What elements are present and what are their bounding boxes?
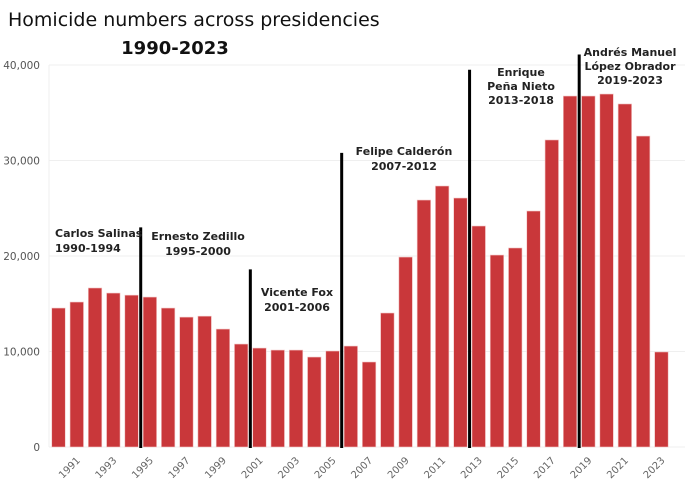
bar-1999 — [215, 328, 230, 448]
bar-2014 — [489, 254, 505, 448]
bar-2005 — [325, 350, 340, 448]
bar-2018 — [563, 95, 578, 448]
bar-1992 — [87, 287, 103, 448]
bar-2000 — [234, 343, 249, 448]
x-tick-label: 1995 — [130, 455, 156, 481]
bar-2020 — [599, 93, 614, 448]
bar-1991 — [69, 301, 84, 448]
bar-2021 — [617, 103, 632, 448]
annotation-text: Andrés Manuel — [584, 46, 677, 59]
annotation-text: Enrique — [497, 66, 545, 79]
chart-subtitle: 1990-2023 — [121, 38, 229, 59]
bar-1997 — [179, 316, 194, 448]
bar-2001 — [252, 347, 267, 448]
bar-2009 — [398, 256, 413, 448]
x-tick-label: 2021 — [605, 455, 631, 481]
x-tick-label: 1999 — [203, 455, 229, 481]
annotation-text: Peña Nieto — [487, 80, 555, 93]
annotation-text: López Obrador — [584, 60, 676, 73]
y-tick-label: 40,000 — [3, 60, 40, 72]
y-tick-label: 30,000 — [3, 156, 40, 168]
bar-2004 — [307, 356, 322, 448]
annotation-text: Felipe Calderón — [356, 145, 453, 158]
bar-2015 — [508, 247, 523, 448]
x-tick-label: 2019 — [569, 455, 595, 481]
x-tick-label: 2011 — [423, 455, 449, 481]
x-tick-label: 2005 — [313, 455, 339, 481]
y-tick-label: 10,000 — [3, 347, 40, 359]
x-axis: 1991 1993 1995 1997 1999 2001 2003 2005 2007 2009… — [57, 455, 667, 481]
y-axis: 0 10,000 20,000 30,000 40,000 — [3, 60, 40, 454]
bars — [51, 93, 669, 448]
y-tick-label: 20,000 — [3, 251, 40, 263]
annotation-text: Carlos Salinas — [55, 227, 143, 240]
presidency-annotations: Carlos Salinas 1990-1994 Ernesto Zedillo 19… — [55, 46, 676, 314]
annotation-text: 2019-2023 — [597, 74, 663, 87]
presidency-dividers — [139, 54, 581, 448]
x-tick-label: 2003 — [276, 455, 302, 481]
x-tick-label: 1997 — [167, 455, 193, 481]
bar-2023 — [654, 351, 669, 448]
bar-2013 — [471, 225, 486, 448]
bar-2012 — [453, 197, 468, 448]
bar-2002 — [270, 349, 285, 448]
bar-2011 — [435, 185, 450, 448]
annotation-text: 1990-1994 — [55, 242, 121, 255]
annotation-text: 2013-2018 — [488, 94, 554, 107]
bar-2003 — [288, 349, 304, 448]
annotation-text: 2001-2006 — [264, 301, 330, 314]
x-tick-label: 2017 — [532, 455, 558, 481]
x-tick-label: 2009 — [386, 455, 412, 481]
bar-1998 — [197, 315, 212, 448]
bar-2006 — [343, 345, 358, 448]
bar-2022 — [636, 135, 651, 448]
annotation-text: 1995-2000 — [165, 245, 231, 258]
y-tick-label: 0 — [33, 442, 40, 454]
bar-2016 — [526, 210, 541, 448]
chart-title: Homicide numbers across presidencies — [8, 9, 380, 31]
x-tick-label: 1991 — [57, 455, 83, 481]
x-tick-label: 2001 — [240, 455, 266, 481]
x-tick-label: 2007 — [349, 455, 375, 481]
bar-1993 — [106, 292, 121, 448]
bar-1995 — [142, 296, 157, 448]
x-tick-label: 1993 — [94, 455, 120, 481]
bar-1994 — [124, 294, 139, 448]
bar-2017 — [544, 139, 559, 448]
bar-2010 — [416, 199, 431, 448]
bar-2008 — [380, 312, 395, 448]
bar-2007 — [362, 361, 377, 448]
x-tick-label: 2023 — [642, 455, 668, 481]
annotation-text: Vicente Fox — [261, 286, 333, 299]
bar-2019 — [581, 95, 596, 448]
bar-1990 — [51, 307, 66, 448]
x-tick-label: 2013 — [459, 455, 485, 481]
x-tick-label: 2015 — [496, 455, 522, 481]
bar-1996 — [161, 307, 176, 448]
annotation-text: Ernesto Zedillo — [151, 230, 245, 243]
annotation-text: 2007-2012 — [371, 160, 437, 173]
